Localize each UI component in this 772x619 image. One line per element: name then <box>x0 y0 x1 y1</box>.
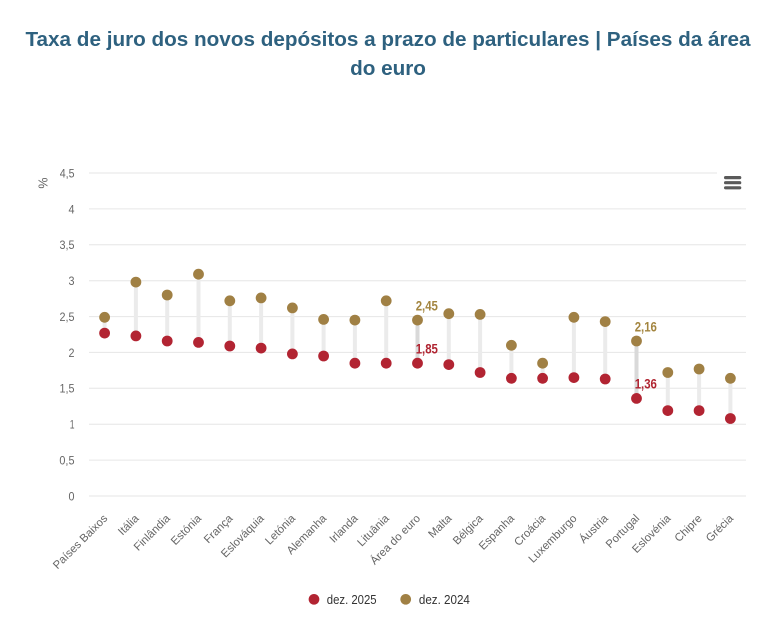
svg-text:2,16: 2,16 <box>635 319 658 334</box>
svg-text:1: 1 <box>70 418 75 432</box>
svg-text:%: % <box>37 177 51 188</box>
svg-text:1,36: 1,36 <box>635 377 658 392</box>
svg-text:4: 4 <box>69 202 75 216</box>
svg-text:1,5: 1,5 <box>60 382 75 396</box>
svg-text:0,5: 0,5 <box>59 454 74 468</box>
svg-text:Taxa de juro dos novos depósit: Taxa de juro dos novos depósitos a prazo… <box>25 28 751 51</box>
svg-text:3,5: 3,5 <box>60 238 75 252</box>
svg-text:4,5: 4,5 <box>60 166 75 180</box>
svg-text:do euro: do euro <box>350 57 426 80</box>
svg-text:2,5: 2,5 <box>60 310 75 324</box>
svg-text:2,45: 2,45 <box>416 298 439 313</box>
svg-text:0: 0 <box>69 489 75 503</box>
svg-text:3: 3 <box>69 274 75 288</box>
svg-text:1,85: 1,85 <box>416 342 439 357</box>
svg-text:2: 2 <box>69 346 75 360</box>
svg-text:dez. 2025: dez. 2025 <box>327 593 377 607</box>
svg-text:dez. 2024: dez. 2024 <box>419 593 470 607</box>
